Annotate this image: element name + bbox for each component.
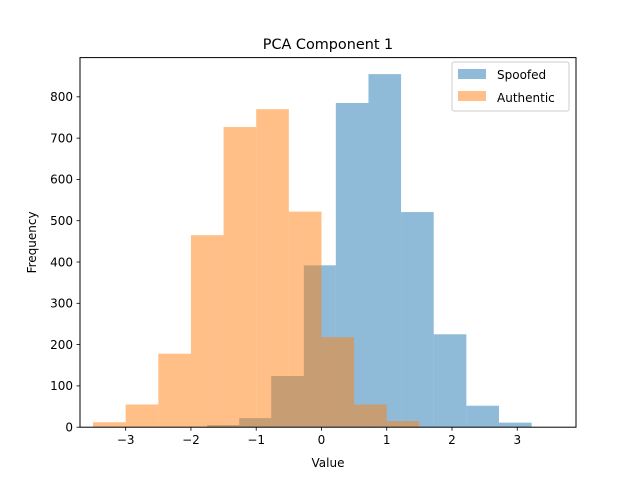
- histogram-bar-spoofed-9: [498, 422, 532, 428]
- histogram-bar-spoofed-6: [401, 212, 434, 428]
- y-tick-label: 500: [50, 214, 73, 228]
- histogram-bar-authentic-1: [125, 404, 159, 428]
- histogram-bar-spoofed-7: [433, 334, 467, 428]
- legend: Spoofed Authentic: [451, 61, 570, 112]
- histogram-bar-authentic-6: [288, 211, 322, 428]
- x-axis-label: Value: [312, 456, 345, 470]
- y-tick-label: 400: [50, 255, 73, 269]
- y-tick-label: 300: [50, 297, 73, 311]
- histogram-bar-authentic-3: [190, 235, 224, 428]
- legend-swatch-authentic: [458, 91, 486, 101]
- x-tick-label: −2: [182, 433, 200, 447]
- y-axis-label: Frequency: [25, 211, 39, 273]
- histogram-bar-authentic-9: [386, 421, 420, 428]
- x-tick-label: 1: [383, 433, 391, 447]
- x-axis-ticks: −3 −2 −1 0 1 2 3: [117, 427, 521, 447]
- legend-label-authentic: Authentic: [497, 91, 555, 105]
- histogram-bar-spoofed-8: [466, 405, 499, 428]
- y-tick-label: 100: [50, 379, 73, 393]
- legend-swatch-spoofed: [458, 69, 486, 79]
- x-tick-label: 2: [448, 433, 456, 447]
- y-tick-label: 200: [50, 338, 73, 352]
- y-tick-label: 0: [65, 421, 73, 435]
- bars-layer: [93, 74, 532, 428]
- histogram-bar-authentic-8: [354, 404, 387, 428]
- histogram-bar-authentic-0: [93, 422, 126, 428]
- histogram-bar-authentic-2: [158, 353, 191, 428]
- y-axis-ticks: 0 100 200 300 400 500 600 700 800: [50, 90, 80, 435]
- histogram-bar-authentic-5: [256, 109, 289, 428]
- legend-label-spoofed: Spoofed: [497, 68, 546, 82]
- x-tick-label: −3: [117, 433, 135, 447]
- y-tick-label: 600: [50, 173, 73, 187]
- histogram-bar-spoofed-5: [368, 74, 402, 428]
- histogram-bar-authentic-7: [321, 337, 355, 428]
- chart-title: PCA Component 1: [263, 37, 393, 53]
- x-tick-label: 0: [318, 433, 326, 447]
- y-tick-label: 700: [50, 131, 73, 145]
- plot-frame: [79, 57, 577, 428]
- y-tick-label: 800: [50, 90, 73, 104]
- histogram-bar-authentic-4: [223, 126, 257, 428]
- x-tick-label: 3: [513, 433, 521, 447]
- x-tick-label: −1: [247, 433, 265, 447]
